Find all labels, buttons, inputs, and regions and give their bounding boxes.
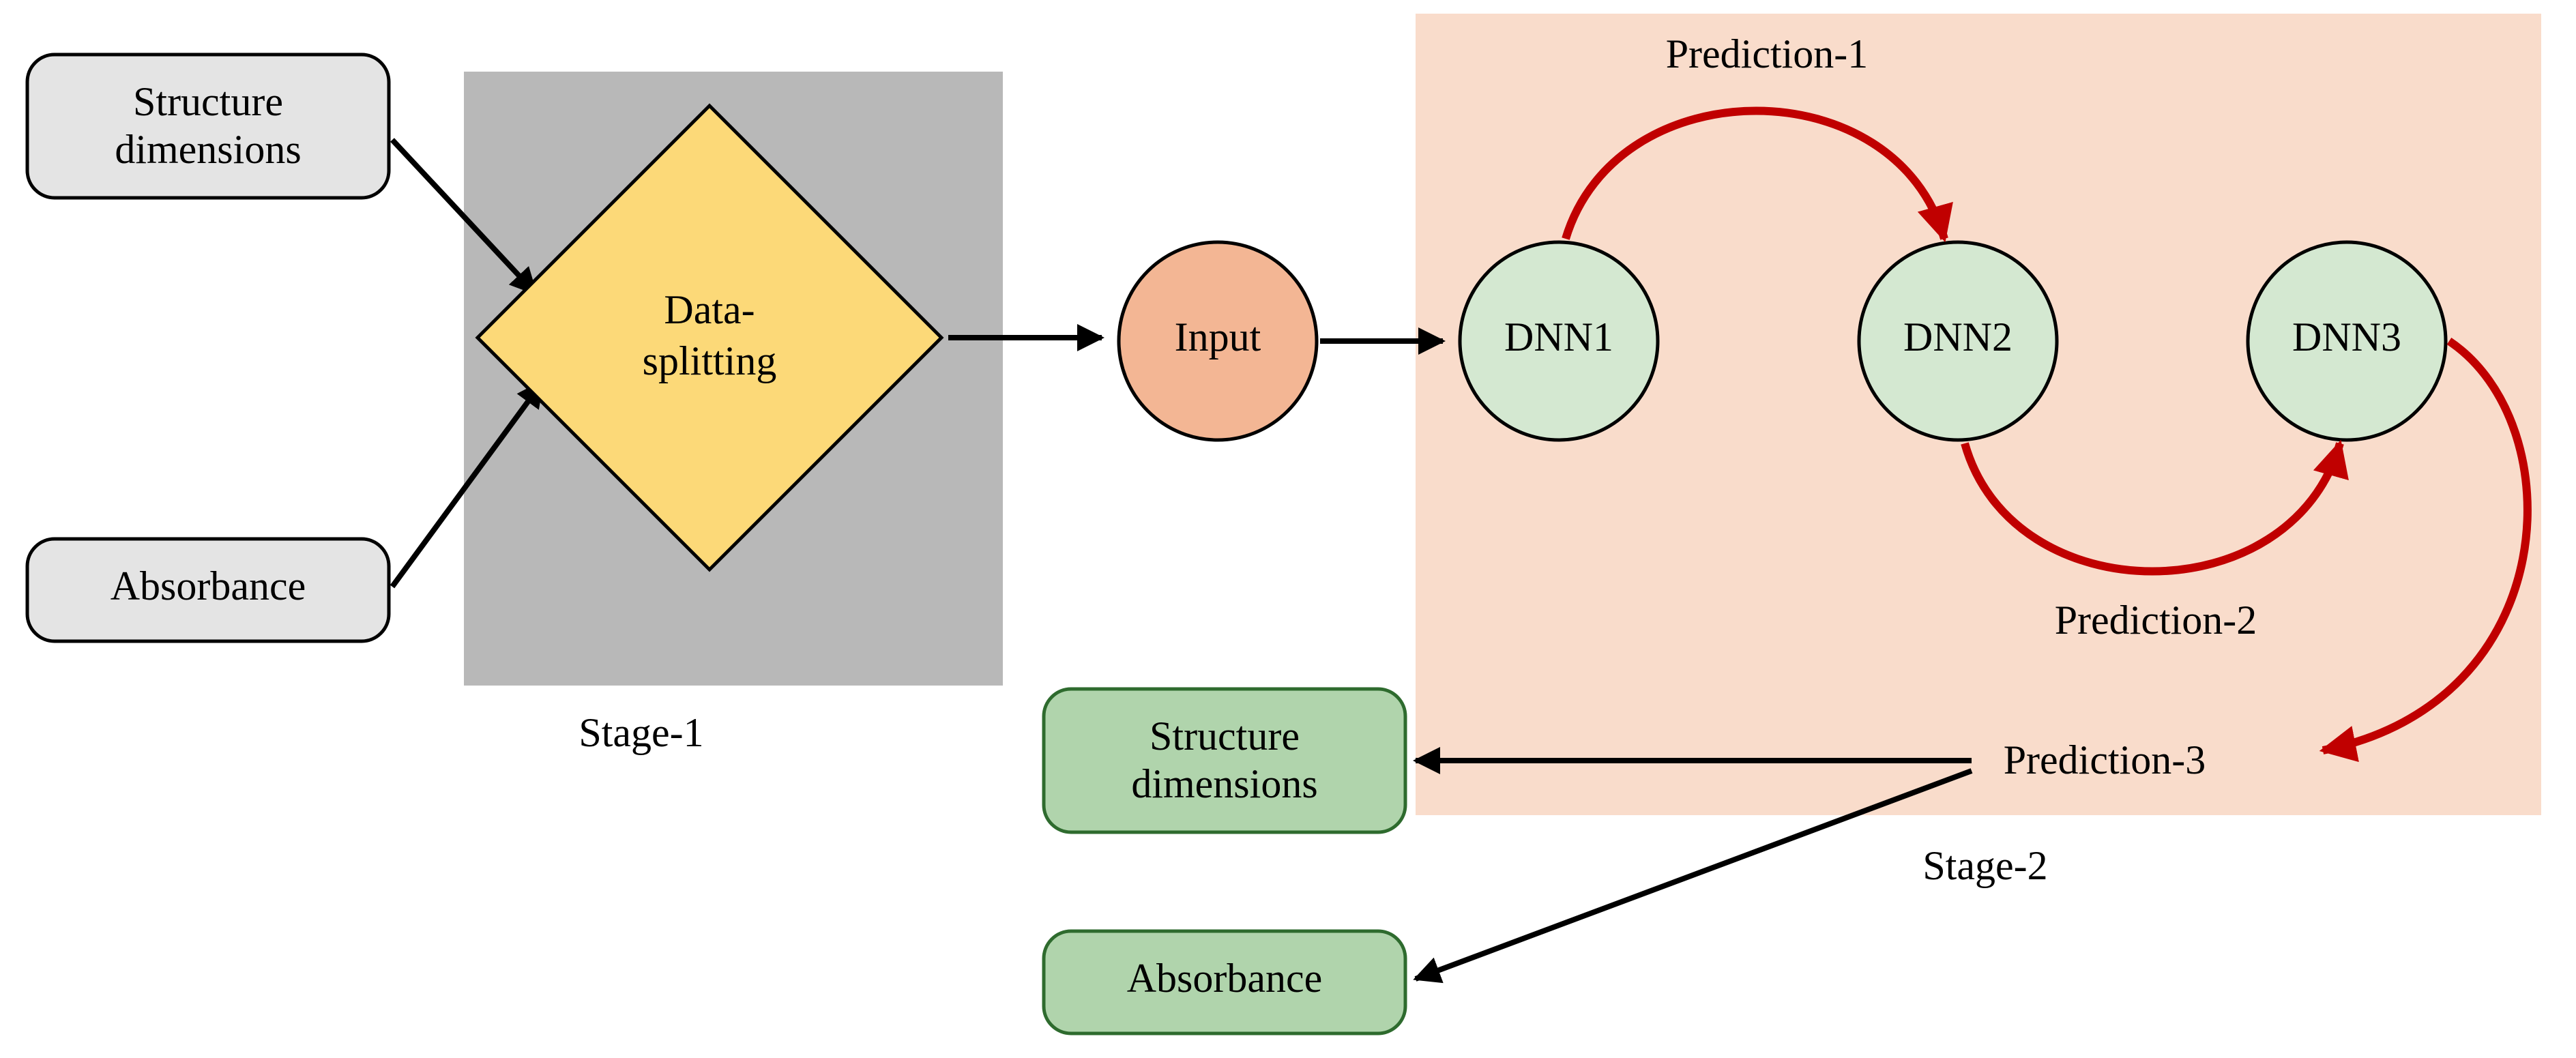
output-structure-line1: Structure — [1150, 714, 1300, 759]
prediction-2-label: Prediction-2 — [2055, 598, 2257, 643]
input-structure-line1: Structure — [133, 79, 283, 124]
dnn3-label: DNN3 — [2292, 314, 2401, 359]
prediction-3-label: Prediction-3 — [2004, 737, 2206, 782]
diamond-label-1: Data- — [664, 287, 755, 332]
prediction-1-label: Prediction-1 — [1666, 31, 1869, 76]
input-structure-line2: dimensions — [115, 127, 301, 172]
output-absorbance-label: Absorbance — [1127, 956, 1323, 1001]
stage-1-label: Stage-1 — [579, 710, 703, 755]
diamond-label-2: splitting — [643, 338, 777, 383]
output-structure-line2: dimensions — [1131, 761, 1317, 806]
stage-2-label: Stage-2 — [1922, 843, 2047, 888]
input-absorbance-label: Absorbance — [111, 563, 306, 608]
input-circle-label: Input — [1175, 314, 1261, 359]
dnn2-label: DNN2 — [1903, 314, 2012, 359]
dnn1-label: DNN1 — [1504, 314, 1613, 359]
